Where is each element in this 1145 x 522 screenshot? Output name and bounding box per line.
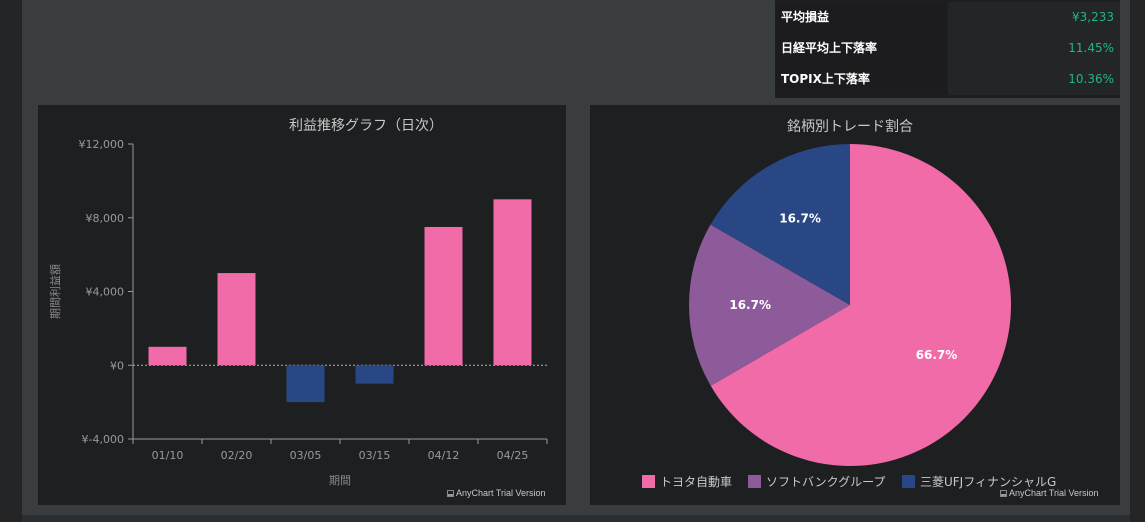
- profit-trend-chart[interactable]: 利益推移グラフ（日次） ¥-4,000 ¥0 ¥4,000 ¥8,000 ¥12,000 期…: [38, 105, 566, 505]
- stat-value: 11.45%: [948, 33, 1120, 64]
- y-axis-title: 期間利益額: [48, 264, 62, 319]
- pie-slice-2: [689, 224, 850, 386]
- pie-slice-3: [710, 144, 850, 305]
- x-tick-label: 01/10: [152, 449, 184, 462]
- stats-table: 平均損益 ¥3,233 日経平均上下落率 11.45% TOPIX上下落率 10…: [775, 0, 1120, 98]
- legend-label: ソフトバンクグループ: [766, 475, 885, 489]
- trade-share-chart-card: 銘柄別トレード割合 66.7% 16.7% 16.7% トヨタ自動車 ソフトバンクグループ…: [590, 105, 1120, 505]
- chart-title: 銘柄別トレード割合: [787, 118, 913, 135]
- trade-share-chart[interactable]: 銘柄別トレード割合 66.7% 16.7% 16.7% トヨタ自動車 ソフトバンクグループ…: [590, 105, 1120, 505]
- anychart-credit[interactable]: AnyChart Trial Version: [447, 488, 546, 498]
- stat-label: 平均損益: [775, 2, 946, 33]
- pie-slice-1: [710, 144, 1011, 466]
- bar-04-25: [493, 199, 532, 366]
- anychart-credit[interactable]: AnyChart Trial Version: [1000, 488, 1099, 498]
- legend-swatch: [642, 475, 655, 488]
- chart-title: 利益推移グラフ（日次）: [289, 118, 443, 134]
- legend-item-1[interactable]: トヨタ自動車: [642, 475, 732, 489]
- legend-item-3[interactable]: 三菱UFJフィナンシャルG: [902, 475, 1056, 489]
- stats-row-topix: TOPIX上下落率 10.36%: [775, 64, 1120, 95]
- legend-label: 三菱UFJフィナンシャルG: [920, 475, 1056, 489]
- stats-row-average-pnl: 平均損益 ¥3,233: [775, 2, 1120, 33]
- bar-02-20: [217, 273, 256, 366]
- stat-value: 10.36%: [948, 64, 1120, 95]
- y-tick-label: ¥-4,000: [82, 433, 124, 446]
- y-tick-label: ¥4,000: [86, 286, 125, 299]
- x-axis-title: 期間: [329, 474, 351, 487]
- x-tick-label: 02/20: [221, 449, 253, 462]
- bottom-strip: [22, 515, 1130, 522]
- x-tick-label: 04/25: [497, 449, 529, 462]
- bar-01-10: [148, 346, 187, 366]
- stat-label: 日経平均上下落率: [775, 33, 946, 64]
- x-tick-label: 04/12: [428, 449, 460, 462]
- bar-04-12: [424, 226, 463, 366]
- legend-item-2[interactable]: ソフトバンクグループ: [748, 475, 885, 489]
- stat-label: TOPIX上下落率: [775, 64, 946, 95]
- x-tick-label: 03/15: [359, 449, 391, 462]
- credit-text: AnyChart Trial Version: [456, 488, 546, 498]
- profit-trend-chart-card: 利益推移グラフ（日次） ¥-4,000 ¥0 ¥4,000 ¥8,000 ¥12,000 期…: [38, 105, 566, 505]
- legend-label: トヨタ自動車: [660, 475, 732, 489]
- legend-swatch: [902, 475, 915, 488]
- outer-right-margin: [1130, 0, 1145, 522]
- stats-row-nikkei: 日経平均上下落率 11.45%: [775, 33, 1120, 64]
- y-tick-label: ¥12,000: [79, 138, 125, 151]
- pie-slice-label: 16.7%: [729, 298, 771, 312]
- pie-slice-label: 16.7%: [779, 212, 821, 226]
- chart-icon: [1000, 490, 1007, 497]
- x-tick-label: 03/05: [290, 449, 322, 462]
- legend-swatch: [748, 475, 761, 488]
- pie-slice-label: 66.7%: [916, 348, 958, 362]
- stat-value: ¥3,233: [948, 2, 1120, 33]
- y-tick-label: ¥0: [110, 359, 124, 372]
- outer-left-margin: [0, 0, 22, 522]
- bar-03-15: [355, 365, 394, 384]
- credit-text: AnyChart Trial Version: [1009, 488, 1099, 498]
- bar-03-05: [286, 365, 325, 403]
- y-tick-label: ¥8,000: [86, 212, 125, 225]
- chart-icon: [447, 490, 454, 497]
